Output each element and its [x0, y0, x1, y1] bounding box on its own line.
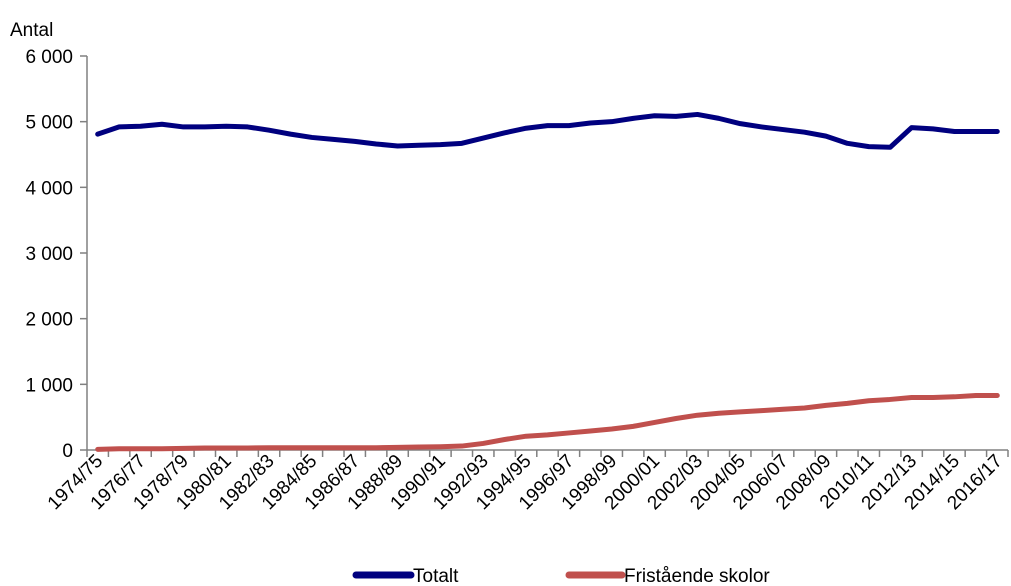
y-tick-label: 0: [62, 441, 73, 462]
y-tick-label: 1 000: [25, 375, 73, 396]
legend-label: Totalt: [413, 566, 459, 586]
legend-item: Fristående skolor: [565, 566, 770, 586]
y-tick-label: 3 000: [25, 244, 73, 265]
y-tick-label: 4 000: [25, 178, 73, 199]
y-tick-label: 6 000: [25, 47, 73, 68]
series-fristaende-skolor: [95, 393, 1000, 452]
legend: Totalt Fristående skolor: [352, 566, 770, 586]
series-layer: [95, 111, 1000, 452]
y-axis: 0 1 000 2 000 3 000 4 000 5 000 6 000: [25, 47, 88, 462]
x-axis: 1974/751976/771978/791980/811982/831984/…: [44, 449, 1009, 514]
series-line: [95, 111, 1000, 150]
y-tick-label: 2 000: [25, 310, 73, 331]
y-axis-title: Antal: [10, 20, 53, 41]
series-line: [95, 393, 1000, 452]
legend-item: Totalt: [352, 566, 459, 586]
legend-label: Fristående skolor: [624, 566, 770, 586]
y-tick-label: 5 000: [25, 113, 73, 134]
series-totalt: [95, 111, 1000, 150]
